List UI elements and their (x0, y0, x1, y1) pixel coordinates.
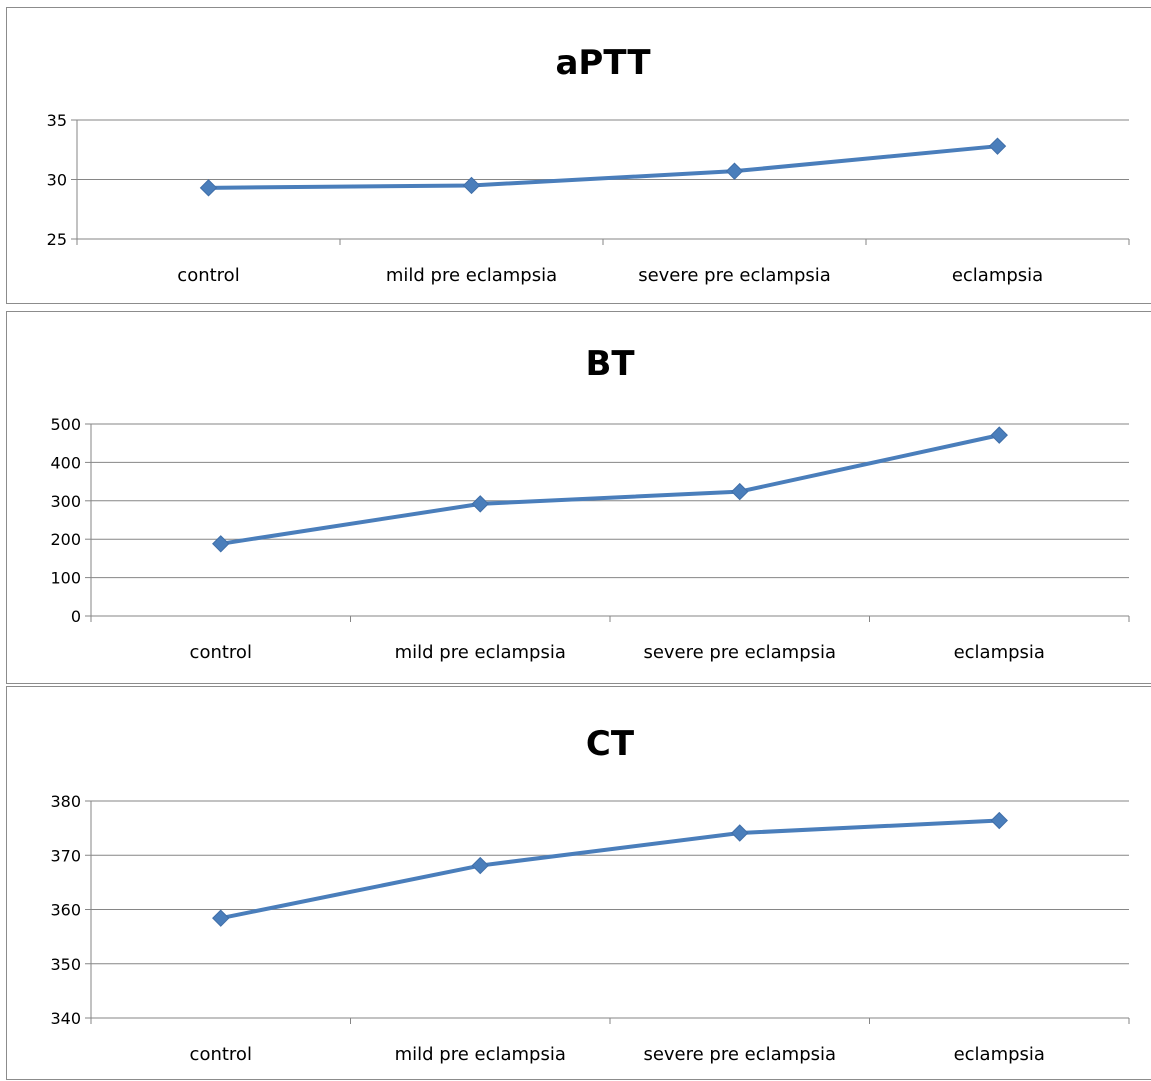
chart-panel-ct: CT 340 350 360 370 380 control mild pre eclamps… (6, 686, 1151, 1080)
data-point (212, 535, 230, 553)
data-point (212, 909, 230, 927)
data-point (199, 179, 218, 197)
x-tick-label: severe pre eclampsia (643, 642, 836, 663)
data-point (988, 137, 1007, 155)
y-tick-label: 25 (47, 230, 67, 249)
x-tick-label: eclampsia (954, 642, 1045, 663)
y-tick-label: 350 (50, 955, 81, 974)
x-tick-label: control (190, 642, 252, 663)
y-tick-label: 30 (47, 171, 67, 190)
y-tick-label: 35 (47, 111, 67, 130)
y-tick-label: 0 (71, 607, 81, 626)
x-tick-label: mild pre eclampsia (395, 1044, 566, 1065)
series-line (218, 433, 1002, 546)
y-tick-label: 200 (50, 530, 81, 549)
x-tick-label: eclampsia (954, 1044, 1045, 1065)
x-tick-label: control (190, 1044, 252, 1065)
y-tick-label: 370 (50, 846, 81, 865)
data-point (725, 162, 744, 180)
y-tick-label: 100 (50, 569, 81, 588)
data-point (990, 426, 1008, 444)
chart-title: CT (586, 724, 635, 764)
data-point (731, 824, 749, 842)
data-point (731, 482, 749, 501)
y-tick-label: 360 (50, 901, 81, 920)
chart-panel-aptt: aPTT 25 30 35 control mild pre eclampsia sever… (6, 7, 1151, 304)
data-point (990, 811, 1008, 830)
x-tick-label: severe pre eclampsia (638, 265, 831, 286)
chart-svg-ct: CT 340 350 360 370 380 control mild pre eclamps… (50, 724, 1130, 1065)
data-point (471, 495, 489, 513)
x-tick-label: mild pre eclampsia (386, 265, 557, 286)
y-tick-label: 500 (50, 415, 81, 434)
data-point (471, 856, 489, 875)
y-tick-label: 340 (50, 1009, 81, 1028)
chart-title: aPTT (555, 43, 651, 83)
chart-svg-bt: BT 0 100 200 300 400 500 control mild pre eclamp… (50, 344, 1130, 663)
y-tick-label: 380 (50, 792, 81, 811)
y-tick-label: 300 (50, 492, 81, 511)
series-line (206, 144, 1000, 190)
series-line (218, 818, 1002, 921)
data-point (462, 176, 481, 195)
chart-title: BT (585, 344, 635, 384)
y-tick-label: 400 (50, 453, 81, 472)
x-tick-label: severe pre eclampsia (643, 1044, 836, 1065)
x-tick-label: mild pre eclampsia (395, 642, 566, 663)
chart-panel-bt: BT 0 100 200 300 400 500 control mild pre eclamp… (6, 311, 1151, 684)
x-tick-label: control (177, 265, 239, 286)
chart-svg-aptt: aPTT 25 30 35 control mild pre eclampsia sever… (47, 43, 1130, 286)
x-tick-label: eclampsia (952, 265, 1043, 286)
